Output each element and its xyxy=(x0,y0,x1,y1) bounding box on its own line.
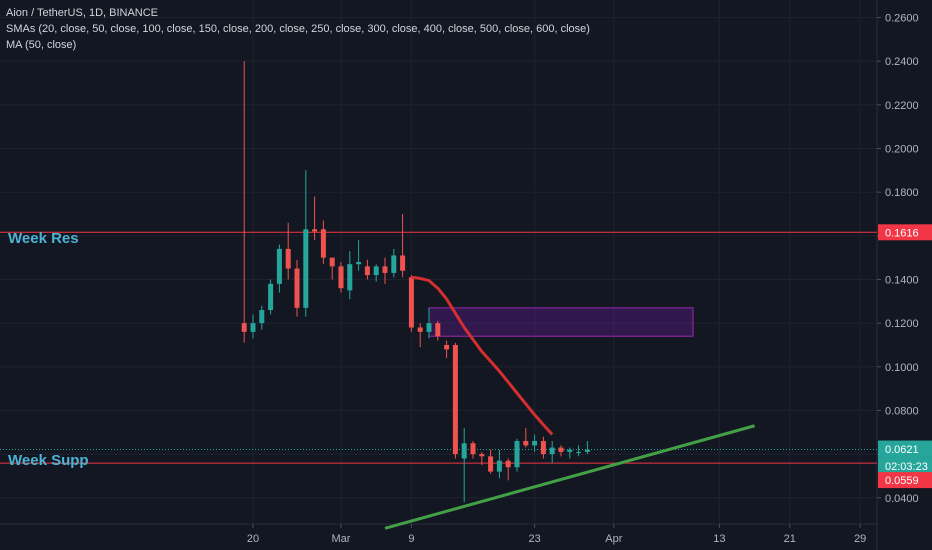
candle-body[interactable] xyxy=(576,451,582,453)
candle-body[interactable] xyxy=(364,266,370,276)
y-tick-label: 0.1200 xyxy=(885,318,919,330)
candle-body[interactable] xyxy=(347,264,353,291)
ma-indicator-label[interactable]: MA (50, close) xyxy=(6,39,77,51)
candle-body[interactable] xyxy=(470,443,476,455)
x-tick-label: 23 xyxy=(528,533,540,545)
candle-body[interactable] xyxy=(408,277,414,328)
candle-body[interactable] xyxy=(312,229,318,232)
candle-body[interactable] xyxy=(532,441,538,446)
candle-body[interactable] xyxy=(285,248,291,269)
candle-body[interactable] xyxy=(444,344,450,350)
candle-body[interactable] xyxy=(391,255,397,273)
candle-body[interactable] xyxy=(426,323,432,332)
candle-body[interactable] xyxy=(250,323,256,332)
candle-body[interactable] xyxy=(329,257,335,267)
y-tick-label: 0.0800 xyxy=(885,405,919,417)
x-tick-label: 21 xyxy=(784,533,796,545)
candle-body[interactable] xyxy=(382,266,388,273)
bar-countdown-badge-bg xyxy=(878,457,932,475)
candle-body[interactable] xyxy=(549,447,555,455)
candle-body[interactable] xyxy=(320,229,326,258)
candle-body[interactable] xyxy=(452,344,458,455)
candle-body[interactable] xyxy=(505,460,511,468)
candle-body[interactable] xyxy=(400,255,406,271)
candle-body[interactable] xyxy=(435,323,441,337)
candle-body[interactable] xyxy=(373,266,379,276)
y-tick-label: 0.0400 xyxy=(885,493,919,505)
y-tick-label: 0.2200 xyxy=(885,100,919,112)
candle-body[interactable] xyxy=(540,441,546,455)
candle-body[interactable] xyxy=(567,449,573,452)
y-tick-label: 0.1800 xyxy=(885,187,919,199)
week-res-label[interactable]: Week Res xyxy=(8,230,79,247)
candle-body[interactable] xyxy=(496,460,502,472)
x-tick-label: 9 xyxy=(408,533,414,545)
candle-body[interactable] xyxy=(338,266,344,289)
candle-body[interactable] xyxy=(241,323,247,332)
last-price-badge-bg xyxy=(878,440,932,458)
candle-body[interactable] xyxy=(488,456,494,472)
y-tick-label: 0.2400 xyxy=(885,56,919,68)
y-tick-label: 0.2600 xyxy=(885,12,919,24)
candle-body[interactable] xyxy=(276,248,282,284)
candle-body[interactable] xyxy=(584,449,590,452)
bar-countdown-badge[interactable]: 02:03:23 xyxy=(885,461,928,473)
x-tick-label: 13 xyxy=(713,533,725,545)
res-price-badge-bg xyxy=(878,224,932,241)
candle-body[interactable] xyxy=(356,262,362,265)
x-tick-label: Mar xyxy=(332,533,351,545)
axis-corner xyxy=(878,525,932,550)
candle-body[interactable] xyxy=(268,283,274,311)
y-tick-label: 0.2000 xyxy=(885,143,919,155)
x-tick-label: 29 xyxy=(854,533,866,545)
ma-50-line[interactable] xyxy=(411,275,554,436)
res-price-badge[interactable]: 0.1616 xyxy=(885,227,919,239)
support-trendline[interactable] xyxy=(384,424,756,530)
candle-body[interactable] xyxy=(417,327,423,332)
x-tick-label: Apr xyxy=(605,533,622,545)
last-price-badge[interactable]: 0.0621 xyxy=(885,444,919,456)
x-tick-label: 20 xyxy=(247,533,259,545)
y-tick-label: 0.1400 xyxy=(885,274,919,286)
candle-body[interactable] xyxy=(558,447,564,452)
supp-price-badge-bg xyxy=(878,472,932,489)
chart-legend: Aion / TetherUS, 1D, BINANCE SMAs (20, c… xyxy=(6,5,590,53)
week-supp-label[interactable]: Week Supp xyxy=(8,452,89,469)
symbol-title[interactable]: Aion / TetherUS, 1D, BINANCE xyxy=(6,7,159,19)
candle-body[interactable] xyxy=(523,441,529,446)
candle-body[interactable] xyxy=(514,441,520,468)
candle-body[interactable] xyxy=(461,443,467,459)
range-box[interactable] xyxy=(428,307,694,337)
candle-body[interactable] xyxy=(479,454,485,457)
candle-body[interactable] xyxy=(294,268,300,308)
candle-body[interactable] xyxy=(259,310,265,324)
supp-price-badge[interactable]: 0.0559 xyxy=(885,475,919,487)
candle-body[interactable] xyxy=(303,229,309,308)
sma-indicator-label[interactable]: SMAs (20, close, 50, close, 100, close, … xyxy=(6,23,590,35)
y-tick-label: 0.1000 xyxy=(885,362,919,374)
